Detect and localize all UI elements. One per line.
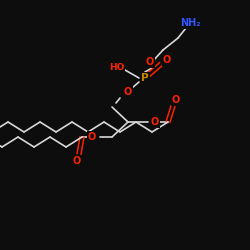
Text: O: O (73, 156, 81, 166)
Text: O: O (172, 95, 180, 105)
Text: O: O (151, 117, 159, 127)
Text: P: P (141, 73, 149, 83)
Text: HO: HO (109, 64, 125, 72)
Text: NH₂: NH₂ (180, 18, 200, 28)
Text: O: O (88, 132, 96, 142)
Text: O: O (124, 87, 132, 97)
Text: O: O (146, 57, 154, 67)
Text: O: O (163, 55, 171, 65)
